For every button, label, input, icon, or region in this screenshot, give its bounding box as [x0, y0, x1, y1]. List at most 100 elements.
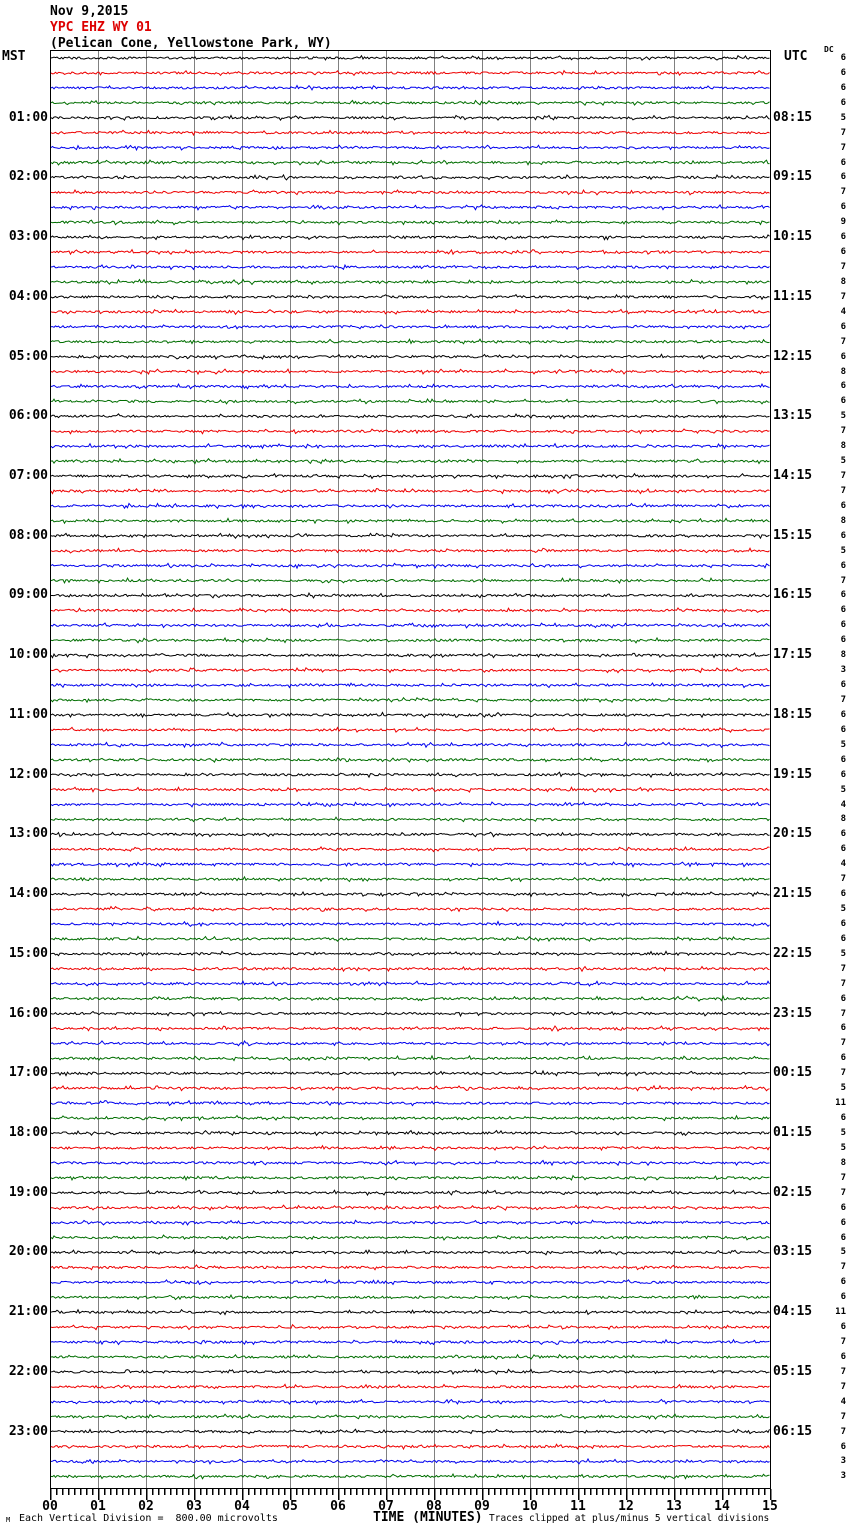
x-tick-label: 05 — [282, 1499, 298, 1514]
dc-value: 4 — [840, 859, 846, 870]
seismic-trace — [50, 1054, 770, 1062]
dc-value: 6 — [840, 232, 846, 243]
dc-value: 5 — [840, 112, 846, 123]
seismic-trace — [50, 532, 770, 540]
utc-hour-label: 10:15 — [773, 229, 813, 245]
dc-value: 6 — [840, 620, 846, 631]
seismic-trace — [50, 696, 770, 704]
mst-hour-label: 01:00 — [8, 109, 48, 125]
dc-value: 8 — [840, 650, 846, 661]
seismic-trace — [51, 592, 770, 599]
seismic-trace — [50, 69, 770, 77]
dc-value: 6 — [840, 605, 846, 616]
dc-value: 7 — [840, 978, 846, 989]
seismic-trace — [50, 1069, 770, 1077]
seismic-trace — [50, 1129, 770, 1137]
dc-value: 6 — [840, 680, 846, 691]
seismic-trace — [50, 1278, 770, 1286]
seismic-trace — [50, 1443, 770, 1451]
seismic-trace — [50, 368, 770, 376]
dc-value: 6 — [840, 635, 846, 646]
dc-value: 7 — [840, 1337, 846, 1348]
seismic-trace — [50, 1473, 770, 1480]
seismic-trace — [50, 682, 770, 689]
dc-value: 7 — [840, 1411, 846, 1422]
x-tick-label: 06 — [330, 1499, 346, 1514]
mst-hour-label: 04:00 — [8, 288, 48, 304]
seismic-trace — [50, 1264, 770, 1271]
x-axis-title: TIME (MINUTES) — [373, 1510, 483, 1525]
dc-value: 7 — [840, 1426, 846, 1437]
dc-value: 8 — [840, 814, 846, 825]
dc-value: 5 — [840, 948, 846, 959]
right-timezone-label: UTC — [784, 49, 808, 64]
mst-hour-label: 19:00 — [8, 1184, 48, 1200]
dc-value: 5 — [840, 1142, 846, 1153]
seismic-trace — [50, 188, 770, 196]
seismic-trace — [50, 324, 770, 331]
dc-value: 8 — [840, 1157, 846, 1168]
seismic-trace — [50, 1099, 770, 1107]
x-tick-label: 08 — [426, 1499, 442, 1514]
seismic-trace — [50, 935, 770, 943]
seismic-trace — [50, 652, 770, 659]
seismic-trace — [50, 442, 770, 450]
seismic-trace — [50, 54, 770, 61]
dc-value: 7 — [840, 1068, 846, 1079]
dc-value: 6 — [840, 396, 846, 407]
x-tick-label: 12 — [618, 1499, 634, 1514]
dc-value: 6 — [840, 1277, 846, 1288]
seismic-trace — [50, 562, 770, 570]
seismic-trace — [50, 831, 770, 838]
mst-hour-label: 22:00 — [8, 1363, 48, 1379]
dc-value: 5 — [840, 456, 846, 467]
x-tick-label: 02 — [138, 1499, 154, 1514]
seismic-trace — [50, 636, 770, 644]
x-tick-label: 11 — [570, 1499, 586, 1514]
seismic-trace — [50, 1025, 770, 1032]
dc-value: 5 — [840, 1083, 846, 1094]
seismic-trace — [51, 980, 770, 987]
seismic-trace — [50, 741, 770, 749]
dc-value: 6 — [840, 829, 846, 840]
seismic-trace — [50, 397, 770, 405]
seismic-trace — [50, 382, 770, 390]
seismic-trace — [50, 1368, 770, 1375]
dc-value: 6 — [840, 500, 846, 511]
seismic-trace — [50, 144, 770, 152]
dc-value: 3 — [840, 1471, 846, 1482]
dc-value: 11 — [835, 1307, 846, 1318]
seismic-trace — [50, 502, 770, 510]
seismic-trace — [50, 234, 770, 241]
mst-hour-label: 14:00 — [8, 886, 48, 902]
utc-hour-label: 21:15 — [773, 886, 813, 902]
seismic-trace — [50, 771, 770, 779]
seismic-trace — [50, 786, 770, 793]
mst-hour-label: 10:00 — [8, 647, 48, 663]
mst-hour-label: 11:00 — [8, 706, 48, 722]
seismic-trace — [50, 1338, 770, 1346]
dc-value: 5 — [840, 739, 846, 750]
seismic-trace — [50, 173, 770, 181]
title-date: Nov 9,2015 — [50, 4, 129, 19]
seismic-trace — [50, 129, 770, 137]
dc-value: 7 — [840, 262, 846, 273]
dc-value: 6 — [840, 1202, 846, 1213]
seismic-trace — [50, 1383, 770, 1390]
seismic-trace — [50, 457, 770, 465]
dc-value: 5 — [840, 1247, 846, 1258]
title-station: YPC EHZ WY 01 — [50, 20, 152, 35]
mst-hour-label: 20:00 — [8, 1244, 48, 1260]
dc-value: 5 — [840, 545, 846, 556]
utc-hour-label: 20:15 — [773, 826, 813, 842]
seismic-trace — [50, 1353, 770, 1361]
dc-value: 6 — [840, 1053, 846, 1064]
seismic-trace — [50, 666, 770, 674]
dc-value: 8 — [840, 441, 846, 452]
seismic-trace — [50, 263, 770, 271]
mst-hour-label: 23:00 — [8, 1423, 48, 1439]
dc-value: 5 — [840, 904, 846, 915]
seismic-trace — [50, 487, 770, 495]
seismic-trace — [50, 1294, 770, 1301]
dc-value: 6 — [840, 1023, 846, 1034]
